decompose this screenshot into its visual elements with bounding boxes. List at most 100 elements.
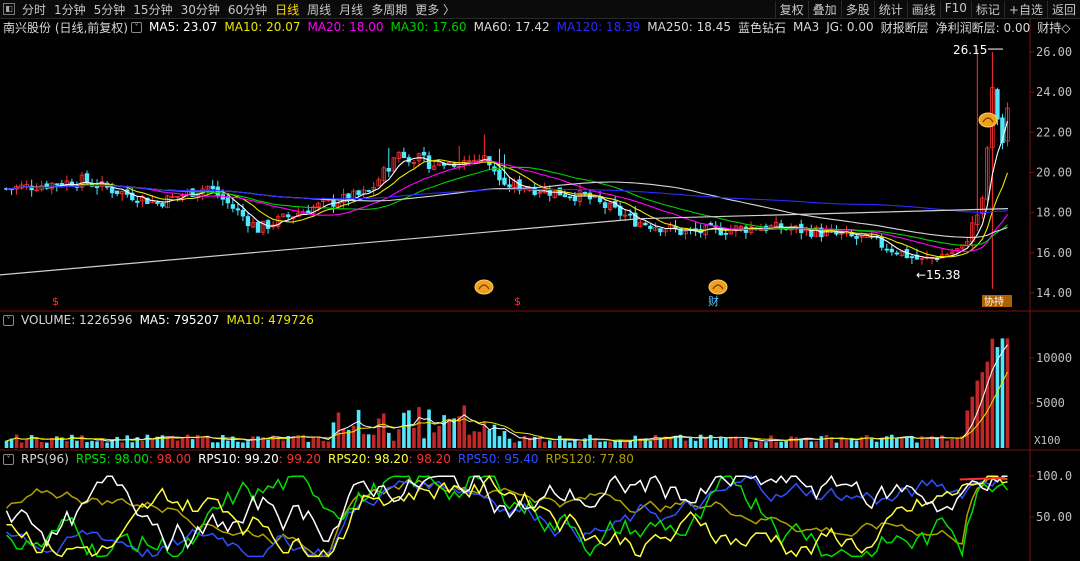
toolbar-button-7[interactable]: +自选	[1003, 0, 1047, 18]
period-tab-2[interactable]: 5分钟	[93, 2, 126, 17]
period-tab-10[interactable]: 更多 〉	[415, 2, 456, 17]
rps10-line	[5, 474, 1008, 552]
volume-bar	[900, 438, 904, 448]
volume-bar	[140, 440, 145, 448]
rps-red-line	[959, 476, 1006, 481]
toolbar-button-4[interactable]: 画线	[906, 0, 940, 18]
volume-bar	[940, 435, 944, 448]
candle-body	[547, 190, 552, 196]
legend-settings-icon[interactable]: ˅	[131, 21, 142, 33]
volume-tick-label: 10000	[1036, 351, 1072, 365]
volume-bar	[1005, 338, 1010, 448]
period-tab-5[interactable]: 60分钟	[227, 2, 268, 17]
candle-body	[653, 227, 658, 231]
rps-legend: ˅ RPS(96) RPS5: 98.00 : 98.00 RPS10: 99.…	[0, 451, 641, 467]
candle-body	[567, 196, 573, 199]
volume-bar	[532, 436, 537, 448]
volume-bar	[688, 437, 693, 448]
volume-bar	[593, 440, 597, 448]
rps-lines	[5, 474, 1009, 559]
fund-flow-icon	[708, 279, 728, 295]
volume-bar	[34, 437, 39, 448]
volume-bar	[648, 440, 653, 448]
period-tab-8[interactable]: 月线	[339, 2, 364, 17]
volume-bar	[226, 440, 230, 448]
volume-bar	[613, 441, 617, 448]
volume-bar	[512, 442, 517, 448]
volume-bar	[517, 441, 522, 448]
period-tab-6[interactable]: 日线	[275, 2, 300, 17]
volume-bar	[110, 439, 114, 448]
volume-bar	[185, 434, 190, 448]
candle-body	[658, 228, 663, 233]
volume-bar	[180, 437, 185, 448]
toolbar-button-5[interactable]: F10	[939, 0, 971, 18]
candle-body	[401, 151, 407, 158]
candle-body	[210, 185, 215, 190]
toolbar-button-3[interactable]: 统计	[873, 0, 907, 18]
volume-bar	[251, 436, 255, 448]
volume-bar	[407, 410, 411, 448]
candle-body	[265, 220, 271, 229]
volume-bar	[990, 338, 995, 448]
period-tab-4[interactable]: 30分钟	[180, 2, 220, 17]
period-tab-9[interactable]: 多周期	[371, 2, 408, 17]
volume-bar	[879, 438, 884, 448]
period-tab-7[interactable]: 周线	[307, 2, 332, 17]
volume-bar	[276, 436, 280, 448]
candle-body	[386, 168, 391, 172]
toolbar-button-2[interactable]: 多股	[840, 0, 874, 18]
volume-bar	[910, 436, 914, 448]
volume-bar	[829, 437, 834, 448]
ma5-value: MA5: 23.07	[149, 20, 218, 34]
volume-settings-icon[interactable]: ˅	[3, 314, 14, 326]
period-tab-1[interactable]: 1分钟	[54, 2, 86, 17]
panel-toggle-icon[interactable]: ◧	[3, 3, 15, 15]
volume-bar	[155, 436, 160, 448]
volume-bar	[925, 439, 929, 448]
toolbar-button-6[interactable]: 标记	[970, 0, 1004, 18]
volume-bar	[552, 441, 557, 448]
candle-body	[723, 232, 729, 235]
price-tick-label: 16.00	[1036, 246, 1072, 260]
candle-body	[175, 196, 180, 198]
toolbar-button-0[interactable]: 复权	[774, 0, 808, 18]
volume-bar	[618, 440, 622, 448]
rps-settings-icon[interactable]: ˅	[3, 453, 14, 465]
volume-bar	[55, 436, 59, 448]
candle-body	[467, 160, 472, 163]
ma20-value: MA20: 18.00	[307, 20, 384, 34]
rps20-value: RPS20: 98.20	[327, 452, 409, 466]
candle-body	[180, 194, 185, 197]
price-tick-label: 22.00	[1036, 125, 1072, 139]
candle-body	[391, 157, 397, 172]
candlesticks	[4, 49, 1010, 289]
toolbar-button-8[interactable]: 返回	[1046, 0, 1080, 18]
candle-body	[663, 229, 668, 233]
volume-bar	[563, 440, 567, 448]
volume-bar	[754, 441, 758, 448]
volume-bar	[44, 442, 49, 448]
period-tab-3[interactable]: 15分钟	[133, 2, 173, 17]
volume-bar	[462, 405, 467, 448]
volume-bar	[683, 440, 688, 448]
volume-bar	[960, 436, 965, 448]
candle-body	[49, 182, 54, 190]
period-tab-0[interactable]: 分时	[22, 2, 47, 17]
volume-bar	[698, 434, 703, 448]
volume-bar	[839, 438, 844, 448]
candle-body	[738, 225, 744, 229]
toolbar-button-1[interactable]: 叠加	[807, 0, 841, 18]
candle-body	[607, 202, 613, 210]
volume-bar	[65, 441, 69, 448]
candle-body	[155, 202, 160, 204]
candle-body	[884, 248, 889, 251]
candle-body	[426, 155, 432, 169]
volume-bar	[49, 437, 54, 448]
volume-bar	[814, 441, 819, 448]
volume-bar	[70, 434, 74, 448]
volume-bar	[14, 434, 19, 448]
volume-bar	[608, 441, 612, 448]
candle-body	[190, 188, 195, 197]
